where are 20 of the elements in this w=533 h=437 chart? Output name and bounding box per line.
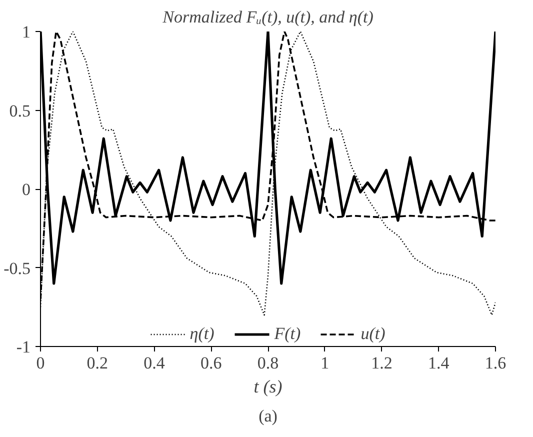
text: (a): [258, 406, 278, 426]
x-tick-label: 0: [36, 354, 45, 372]
legend-label: η(t): [190, 324, 214, 344]
chart-title: Normalized Fᵤ(t), u(t), and η(t): [162, 8, 374, 26]
x-tick-label: 1.6: [484, 354, 506, 372]
x-tick-label: 1.4: [428, 354, 450, 372]
legend-label: u(t): [360, 324, 386, 344]
y-tick-label: -1: [16, 338, 31, 356]
legend-label: F(t): [274, 324, 301, 344]
y-tick-label: -0.5: [4, 258, 31, 278]
x-tick-label: 0.4: [144, 354, 166, 372]
x-tick-label: 1.2: [371, 354, 392, 372]
x-tick-label: 0.2: [86, 354, 108, 372]
x-axis-title: t (s): [254, 376, 282, 396]
y-tick-label: 0: [22, 180, 30, 199]
x-tick-label: 0.6: [200, 354, 222, 372]
x-tick-label: 0.8: [257, 354, 279, 372]
y-tick-label: 0.5: [9, 101, 30, 120]
x-tick-label: 1: [320, 354, 330, 372]
y-tick-label: 1: [22, 22, 30, 42]
